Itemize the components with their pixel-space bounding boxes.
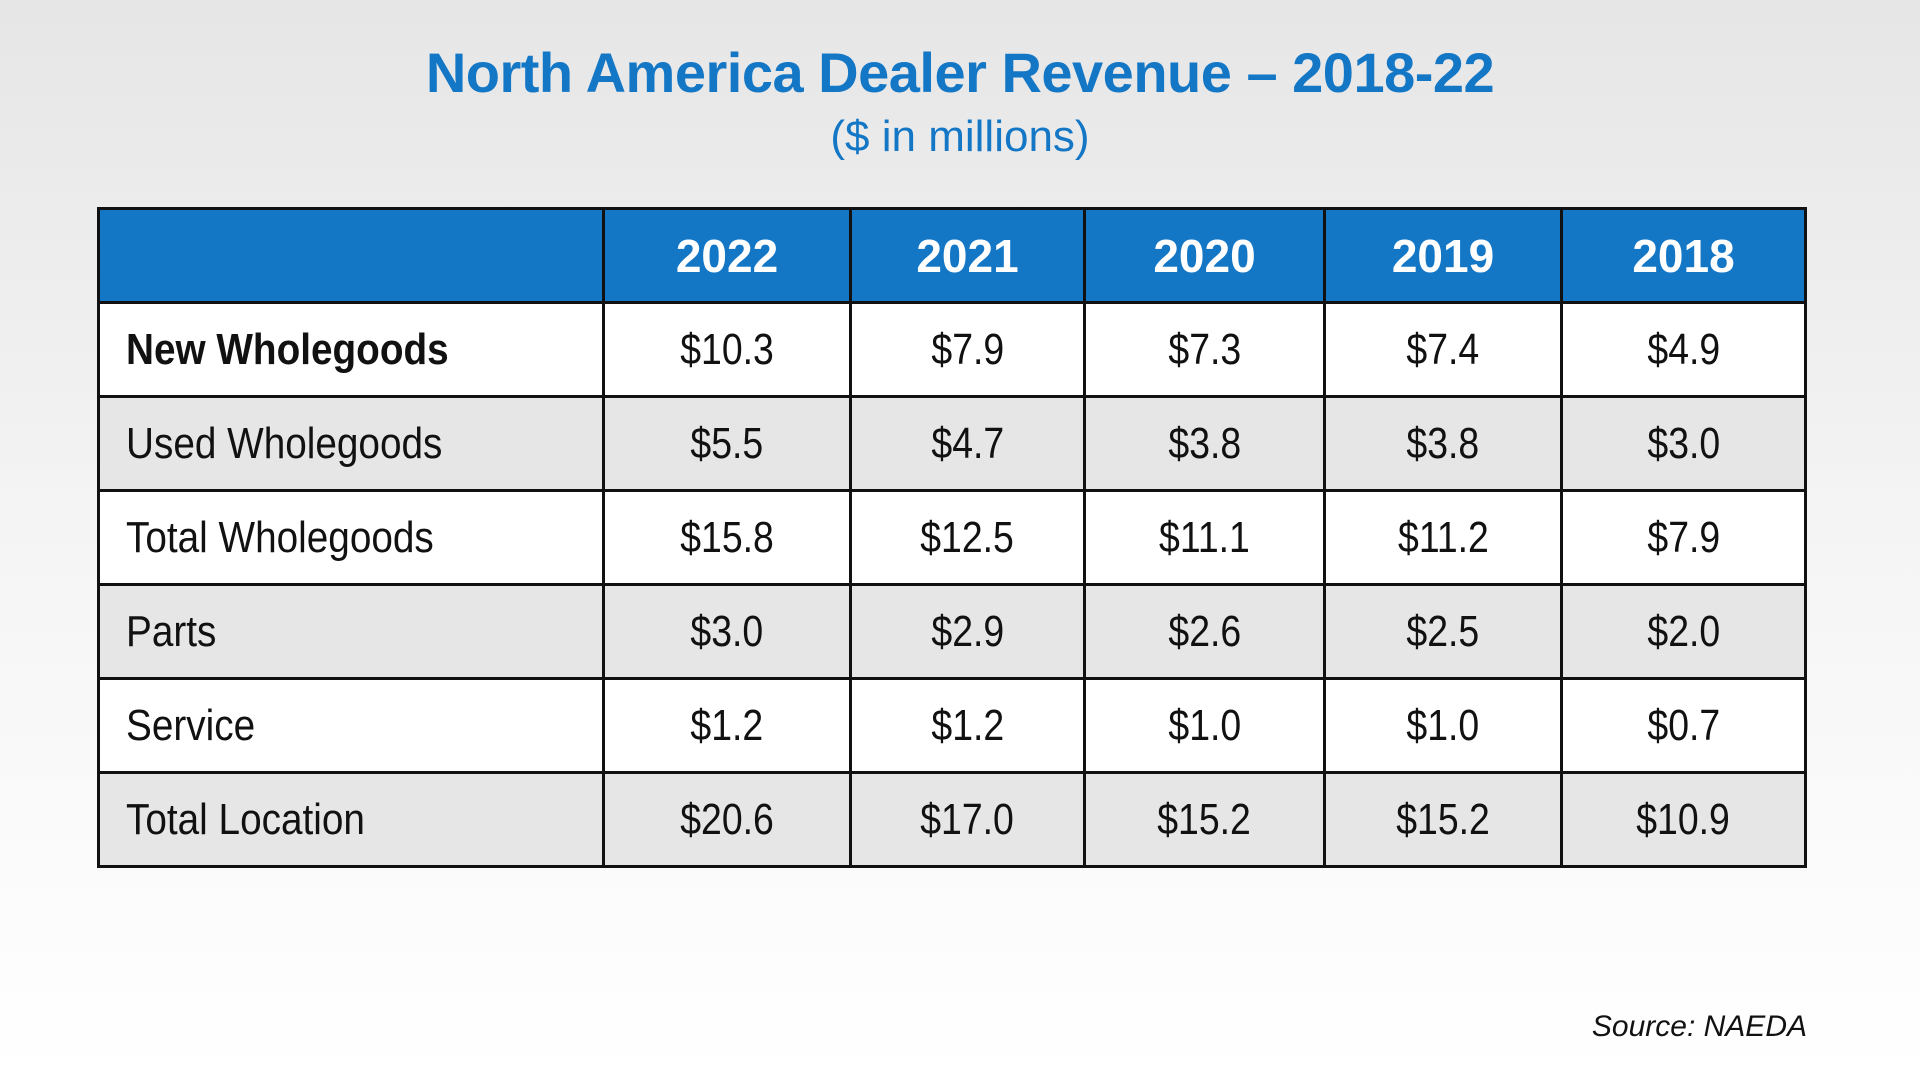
table-cell: $1.0 xyxy=(1083,677,1326,774)
table-cell: $3.0 xyxy=(602,583,852,680)
row-label: Parts xyxy=(97,583,605,680)
table-cell: $7.3 xyxy=(1083,301,1326,398)
table-cell: $10.9 xyxy=(1560,771,1807,868)
table-cell: $5.5 xyxy=(602,395,852,492)
header-cell-2019: 2019 xyxy=(1323,207,1563,304)
table-cell: $4.7 xyxy=(849,395,1086,492)
table-row-new-wholegoods: New Wholegoods $10.3 $7.9 $7.3 $7.4 $4.9 xyxy=(97,301,1807,398)
table-cell: $15.2 xyxy=(1323,771,1563,868)
table-cell: $7.9 xyxy=(849,301,1086,398)
row-label: New Wholegoods xyxy=(97,301,605,398)
table-row-total-location: Total Location $20.6 $17.0 $15.2 $15.2 $… xyxy=(97,771,1807,868)
table-cell: $15.8 xyxy=(602,489,852,586)
table-cell: $7.4 xyxy=(1323,301,1563,398)
row-label: Total Wholegoods xyxy=(97,489,605,586)
table-cell: $3.8 xyxy=(1083,395,1326,492)
table-row-parts: Parts $3.0 $2.9 $2.6 $2.5 $2.0 xyxy=(97,583,1807,680)
table-row-used-wholegoods: Used Wholegoods $5.5 $4.7 $3.8 $3.8 $3.0 xyxy=(97,395,1807,492)
table-cell: $11.1 xyxy=(1083,489,1326,586)
table-row-service: Service $1.2 $1.2 $1.0 $1.0 $0.7 xyxy=(97,677,1807,774)
row-label: Total Location xyxy=(97,771,605,868)
table-cell: $2.0 xyxy=(1560,583,1807,680)
source-note: Source: NAEDA xyxy=(1591,1010,1807,1043)
header-cell-2021: 2021 xyxy=(849,207,1086,304)
table-cell: $11.2 xyxy=(1323,489,1563,586)
table-cell: $15.2 xyxy=(1083,771,1326,868)
table-cell: $4.9 xyxy=(1560,301,1807,398)
table-cell: $20.6 xyxy=(602,771,852,868)
revenue-table: 2022 2021 2020 2019 2018 New Wholegoods … xyxy=(97,207,1807,868)
table-cell: $2.6 xyxy=(1083,583,1326,680)
header-cell-empty xyxy=(97,207,605,304)
table-cell: $0.7 xyxy=(1560,677,1807,774)
header-cell-2020: 2020 xyxy=(1083,207,1326,304)
table-cell: $10.3 xyxy=(602,301,852,398)
table-cell: $12.5 xyxy=(849,489,1086,586)
table-cell: $7.9 xyxy=(1560,489,1807,586)
table-cell: $1.2 xyxy=(849,677,1086,774)
table-cell: $1.0 xyxy=(1323,677,1563,774)
row-label: Service xyxy=(97,677,605,774)
chart-subtitle: ($ in millions) xyxy=(830,112,1090,161)
table-row-total-wholegoods: Total Wholegoods $15.8 $12.5 $11.1 $11.2… xyxy=(97,489,1807,586)
table-cell: $2.5 xyxy=(1323,583,1563,680)
table-cell: $3.8 xyxy=(1323,395,1563,492)
header-row: 2022 2021 2020 2019 2018 xyxy=(97,207,1807,304)
table-cell: $3.0 xyxy=(1560,395,1807,492)
table-cell: $1.2 xyxy=(602,677,852,774)
row-label: Used Wholegoods xyxy=(97,395,605,492)
header-cell-2022: 2022 xyxy=(602,207,852,304)
header-cell-2018: 2018 xyxy=(1560,207,1807,304)
table-cell: $2.9 xyxy=(849,583,1086,680)
table-cell: $17.0 xyxy=(849,771,1086,868)
chart-title: North America Dealer Revenue – 2018-22 xyxy=(425,41,1495,104)
